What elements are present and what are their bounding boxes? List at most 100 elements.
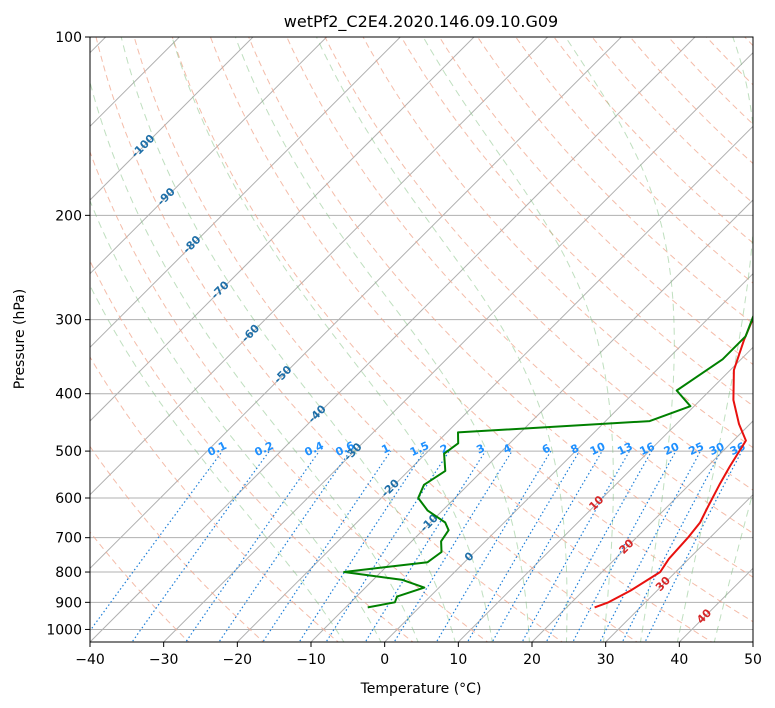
dry-adiabat <box>744 37 753 47</box>
y-tick-label: 400 <box>55 387 82 403</box>
moist-adiabat <box>90 199 382 642</box>
mixing-ratio-label: 1.5 <box>408 439 431 459</box>
dry-adiabat <box>770 24 775 645</box>
mixing-ratio-line <box>218 450 351 642</box>
mixing-ratio-label: 6 <box>540 441 553 456</box>
mixing-ratio-label: 20 <box>662 440 682 458</box>
isotherm-gridline <box>678 567 753 642</box>
dry-adiabat-label: -80 <box>180 233 203 256</box>
mixing-ratio-line <box>262 450 392 642</box>
isotherm-gridline <box>90 37 402 349</box>
isotherm-gridline <box>90 37 181 128</box>
moist-adiabat <box>120 37 456 642</box>
mixing-ratio-line <box>644 450 743 642</box>
dry-adiabat <box>209 37 753 623</box>
isotherm-gridline <box>531 420 753 642</box>
dry-adiabat <box>362 37 753 449</box>
mixing-ratio-line <box>466 450 580 642</box>
isotherm-gridline <box>90 37 696 642</box>
dry-adiabat <box>90 445 265 642</box>
isotherm-gridline <box>457 346 753 642</box>
isotherm-gridline <box>90 37 549 496</box>
y-tick-label: 100 <box>55 30 82 46</box>
dry-adiabat <box>90 531 190 642</box>
dry-adiabat-label: -20 <box>379 476 402 499</box>
y-tick-label: 500 <box>55 444 82 460</box>
moist-adiabat <box>90 284 345 642</box>
mixing-ratio-label: 25 <box>687 440 706 458</box>
dry-adiabat <box>90 356 340 642</box>
isotherm-gridline <box>90 37 254 201</box>
dry-adiabat <box>705 37 753 86</box>
isotherm-gridline <box>310 199 753 642</box>
mixing-ratio-label: 0.2 <box>253 439 276 459</box>
dry-adiabat <box>90 150 489 642</box>
moist-adiabat <box>316 37 568 642</box>
mixing-ratio-line <box>572 450 677 642</box>
moist-adiabat <box>234 37 530 642</box>
isotherm-gridline <box>752 641 753 642</box>
isotherm-gridline <box>604 493 753 642</box>
plot-frame <box>89 36 754 643</box>
x-tick-label: −30 <box>149 652 179 668</box>
mixing-ratio-label: 10 <box>588 440 608 458</box>
x-tick-label: 0 <box>380 652 389 668</box>
dry-adiabat <box>438 37 753 366</box>
mixing-ratio-line <box>298 450 425 642</box>
x-tick-label: 30 <box>597 652 615 668</box>
mixing-ratio-line <box>185 450 320 642</box>
y-tick-label: 600 <box>55 491 82 507</box>
x-axis-label: Temperature (°C) <box>360 681 482 697</box>
mixing-ratio-label: 13 <box>615 440 634 458</box>
mixing-ratio-line <box>131 450 270 642</box>
moist-adiabat <box>676 37 753 642</box>
dry-adiabat <box>515 37 753 284</box>
dry-adiabat <box>400 37 753 407</box>
dry-adiabat <box>286 37 753 534</box>
x-tick-label: −20 <box>223 652 253 668</box>
mixing-ratio-label: 8 <box>569 442 581 457</box>
x-tick-label: −10 <box>296 652 326 668</box>
mixing-ratio-label: 4 <box>501 441 514 456</box>
mixing-ratio-label: 0.4 <box>303 439 326 459</box>
mixing-ratio-label: 30 <box>707 440 727 458</box>
dry-adiabat-label: -100 <box>129 132 158 161</box>
mixing-ratio-label: 3 <box>474 442 486 457</box>
isotherm-gridline <box>162 51 753 642</box>
y-tick-label: 1000 <box>46 622 82 638</box>
y-tick-label: 900 <box>55 595 82 611</box>
dry-adiabat-label: -90 <box>155 185 178 208</box>
moist-adiabat <box>90 80 419 642</box>
isotherm-gridline <box>90 37 475 422</box>
mixing-ratio-line <box>621 450 722 642</box>
mixing-ratio-line <box>393 450 513 642</box>
mixing-ratio-line <box>435 450 552 642</box>
temperature-profile <box>594 315 753 609</box>
mixing-ratio-label: 1 <box>380 442 392 457</box>
x-tick-label: 40 <box>670 652 688 668</box>
y-tick-label: 800 <box>55 565 82 581</box>
dry-adiabat-label: -70 <box>209 278 232 301</box>
isotherm-gridline <box>90 37 328 275</box>
plot-area: 0.1 0.2 0.4 0.6 1 1.5 2 3 4 6 8 10 13 16 20 25 30 36-100-… <box>90 24 775 645</box>
x-tick-label: 20 <box>523 652 541 668</box>
mixing-ratio-line <box>90 450 223 632</box>
moist-adiabat <box>565 37 675 642</box>
mixing-ratio-label: 16 <box>638 440 658 458</box>
dry-adiabat <box>324 37 753 491</box>
y-tick-label: 200 <box>55 208 82 224</box>
moist-adiabat <box>171 37 493 642</box>
mixing-ratio-label: 0.1 <box>206 439 229 459</box>
mixing-ratio-line <box>599 450 702 642</box>
moist-adiabat-label: 40 <box>694 606 714 626</box>
moist-adiabat-label: 20 <box>617 536 637 556</box>
chart-title: wetPf2_C2E4.2020.146.09.10.G09 <box>284 12 558 32</box>
y-tick-label: 700 <box>55 531 82 547</box>
isotherm-gridline <box>236 125 753 642</box>
mixing-ratio-line <box>364 450 486 642</box>
isotherm-gridline <box>90 37 623 570</box>
dry-adiabat <box>95 37 564 642</box>
y-tick-label: 300 <box>55 313 82 329</box>
dry-adiabat <box>133 37 638 642</box>
